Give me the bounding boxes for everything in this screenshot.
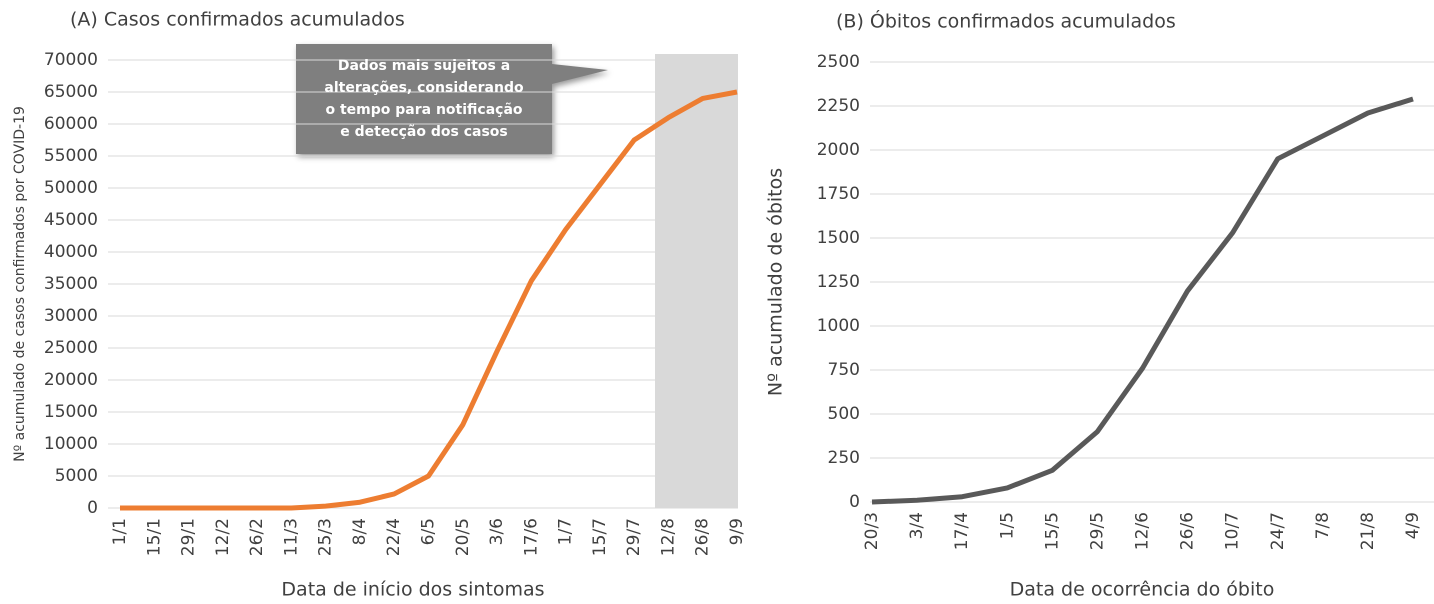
x-tick-label: 15/7 xyxy=(590,518,610,556)
y-tick-label: 40000 xyxy=(44,242,98,262)
y-tick-label: 500 xyxy=(828,404,860,424)
x-tick-label: 17/6 xyxy=(521,518,541,556)
y-tick-label: 5000 xyxy=(55,466,98,486)
data-line xyxy=(120,89,738,511)
callout xyxy=(296,44,608,154)
x-tick-label: 7/8 xyxy=(1313,512,1333,539)
y-tick-label: 2000 xyxy=(817,140,860,160)
recent-data-shade xyxy=(655,54,738,508)
annotation: alterações, considerando xyxy=(324,80,524,96)
y-tick-label: 50000 xyxy=(44,178,98,198)
y-tick-label: 0 xyxy=(87,498,98,518)
x-tick-label: 29/1 xyxy=(179,518,199,556)
x-tick-label: 10/7 xyxy=(1223,512,1243,550)
chart-title: (B) Óbitos confirmados acumulados xyxy=(836,9,1176,33)
y-tick-label: 1250 xyxy=(817,272,860,292)
x-tick-label: 26/2 xyxy=(247,518,267,556)
x-tick-label: 25/3 xyxy=(316,518,336,556)
y-tick-label: 15000 xyxy=(44,402,98,422)
x-axis-label: Data de início dos sintomas xyxy=(281,579,544,601)
x-tick-label: 3/6 xyxy=(487,518,507,545)
y-tick-label: 1750 xyxy=(817,184,860,204)
y-tick-label: 60000 xyxy=(44,114,98,134)
x-tick-label: 1/5 xyxy=(997,512,1017,539)
x-tick-label: 29/7 xyxy=(624,518,644,556)
x-tick-label: 8/4 xyxy=(350,518,370,545)
x-tick-label: 4/9 xyxy=(1403,512,1423,539)
x-tick-label: 12/8 xyxy=(658,518,678,556)
x-tick-label: 3/4 xyxy=(907,512,927,539)
x-tick-label: 29/5 xyxy=(1087,512,1107,550)
x-axis-label: Data de ocorrência do óbito xyxy=(1010,579,1275,601)
y-tick-label: 0 xyxy=(849,492,860,512)
x-tick-label: 24/7 xyxy=(1268,512,1288,550)
x-tick-label: 20/3 xyxy=(862,512,882,550)
chart-title: (A) Casos confirmados acumulados xyxy=(70,9,405,31)
y-tick-label: 250 xyxy=(828,448,860,468)
x-tick-label: 11/3 xyxy=(281,518,301,556)
y-tick-label: 750 xyxy=(828,360,860,380)
x-tick-label: 1/7 xyxy=(556,518,576,545)
y-axis-label: Nº acumulado de casos confirmados por CO… xyxy=(12,106,28,462)
annotation: Dados mais sujeitos a xyxy=(338,58,510,74)
y-tick-label: 2500 xyxy=(817,52,860,72)
y-tick-label: 2250 xyxy=(817,96,860,116)
x-tick-label: 26/8 xyxy=(693,518,713,556)
x-tick-label: 26/6 xyxy=(1178,512,1198,550)
y-tick-label: 25000 xyxy=(44,338,98,358)
annotation: e detecção dos casos xyxy=(340,124,508,140)
x-tick-label: 21/8 xyxy=(1358,512,1378,550)
x-tick-label: 17/4 xyxy=(952,512,972,550)
y-tick-label: 20000 xyxy=(44,370,98,390)
y-tick-label: 35000 xyxy=(44,274,98,294)
x-tick-label: 1/1 xyxy=(110,518,130,545)
y-tick-label: 65000 xyxy=(44,82,98,102)
y-tick-label: 1500 xyxy=(817,228,860,248)
y-tick-label: 10000 xyxy=(44,434,98,454)
y-tick-label: 1000 xyxy=(817,316,860,336)
x-tick-label: 22/4 xyxy=(384,518,404,556)
annotation: o tempo para notificação xyxy=(325,102,522,118)
y-axis-label: Nº acumulado de óbitos xyxy=(765,168,787,396)
y-tick-label: 45000 xyxy=(44,210,98,230)
x-tick-label: 15/5 xyxy=(1042,512,1062,550)
y-tick-label: 30000 xyxy=(44,306,98,326)
x-tick-label: 12/2 xyxy=(213,518,233,556)
y-tick-label: 70000 xyxy=(44,50,98,70)
x-tick-label: 9/9 xyxy=(727,518,747,545)
x-tick-label: 6/5 xyxy=(419,518,439,545)
x-tick-label: 15/1 xyxy=(144,518,164,556)
y-tick-label: 55000 xyxy=(44,146,98,166)
x-tick-label: 12/6 xyxy=(1133,512,1153,550)
x-tick-label: 20/5 xyxy=(453,518,473,556)
data-line xyxy=(871,96,1414,505)
